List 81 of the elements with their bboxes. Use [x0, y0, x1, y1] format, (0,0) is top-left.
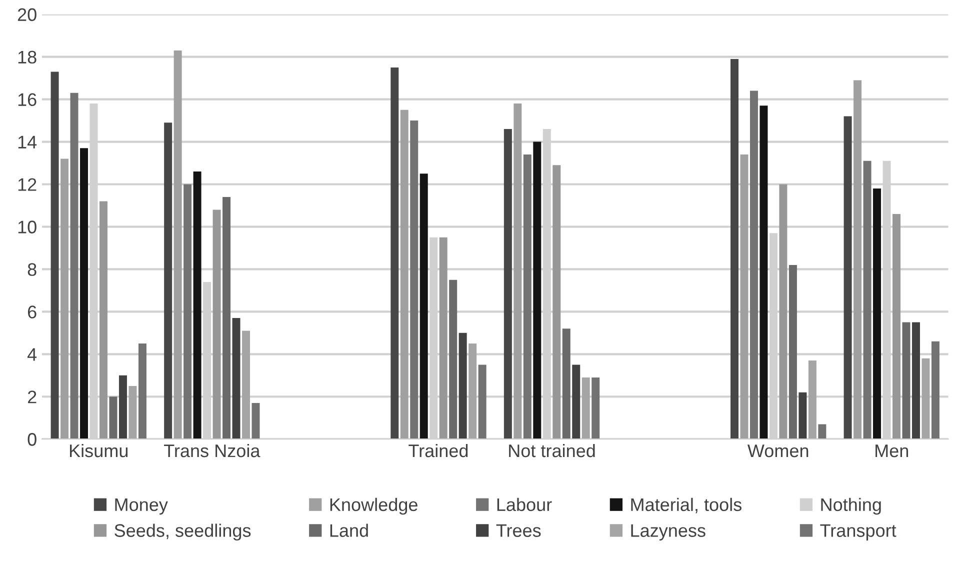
- bar: [390, 67, 399, 440]
- bar: [468, 344, 477, 440]
- x-tick-label: Women: [747, 444, 808, 458]
- bar: [931, 341, 940, 440]
- x-tick-label: Trained: [408, 444, 468, 458]
- bar: [562, 328, 570, 440]
- bar: [523, 154, 532, 440]
- y-tick-label: 4: [27, 348, 37, 361]
- bar: [844, 116, 852, 440]
- bar: [854, 80, 862, 440]
- bar: [533, 142, 542, 440]
- legend-label: Land: [330, 524, 368, 537]
- y-tick-label: 10: [18, 220, 36, 234]
- y-tick-label: 12: [18, 178, 36, 191]
- bar: [873, 188, 882, 440]
- bar: [922, 358, 930, 440]
- bar: [410, 120, 418, 440]
- bar: [50, 72, 59, 440]
- bar: [232, 318, 240, 440]
- bar: [242, 330, 250, 440]
- bar: [420, 174, 428, 440]
- legend-label: Transport: [820, 524, 896, 541]
- bar: [193, 172, 202, 440]
- bar: [788, 264, 797, 440]
- bar: [572, 364, 580, 440]
- bar: [779, 184, 788, 440]
- bar: [504, 129, 512, 440]
- bar: [400, 110, 408, 440]
- bar: [184, 184, 192, 440]
- bar: [798, 392, 807, 440]
- legend-label: Knowledge: [330, 498, 418, 515]
- y-tick-label: 6: [28, 306, 36, 318]
- bar: [212, 210, 221, 440]
- bar: [740, 154, 748, 440]
- bar: [912, 322, 920, 440]
- bar: [164, 122, 172, 440]
- bar: [252, 403, 260, 440]
- bar: [138, 344, 146, 440]
- bar: [478, 364, 486, 440]
- bar: [60, 158, 69, 440]
- y-tick-label: 8: [28, 263, 36, 276]
- bar: [99, 201, 108, 440]
- bar: [808, 360, 816, 440]
- bar: [109, 396, 118, 440]
- bar: [863, 160, 872, 440]
- bar: [750, 90, 758, 440]
- bar: [730, 58, 738, 440]
- legend-label: Money: [115, 498, 168, 515]
- bar: [552, 165, 561, 440]
- bar: [118, 375, 127, 440]
- x-tick-label: Kisumu: [70, 444, 128, 458]
- bar: [174, 50, 182, 440]
- bar: [458, 332, 467, 440]
- bar: [818, 424, 826, 440]
- bar: [70, 92, 78, 440]
- x-tick-label: Men: [876, 444, 908, 458]
- legend-label: Material, tools: [631, 498, 742, 514]
- bar: [592, 378, 600, 440]
- bar: [439, 237, 448, 440]
- legend-label: Seeds, seedlings: [114, 524, 251, 541]
- x-tick-label: Trans Nzoia: [164, 444, 260, 458]
- legend-label: Trees: [496, 524, 541, 537]
- y-tick-label: 18: [18, 50, 36, 64]
- x-tick-label: Not trained: [509, 444, 595, 458]
- bar: [892, 214, 900, 440]
- bar: [582, 378, 590, 440]
- y-tick-label: 2: [28, 390, 36, 404]
- bar: [80, 148, 88, 440]
- legend-label: Nothing: [821, 498, 881, 515]
- y-tick-label: 0: [28, 433, 36, 446]
- y-tick-label: 14: [18, 136, 37, 148]
- bar: [128, 386, 137, 440]
- bar: [760, 106, 768, 440]
- bar: [449, 280, 458, 440]
- legend-label: Labour: [497, 498, 552, 512]
- y-tick-label: 20: [18, 8, 36, 22]
- bar: [902, 322, 910, 440]
- bar: [222, 196, 231, 440]
- y-tick-label: 16: [18, 93, 36, 106]
- bar: [514, 104, 522, 440]
- legend-label: Lazyness: [631, 524, 706, 541]
